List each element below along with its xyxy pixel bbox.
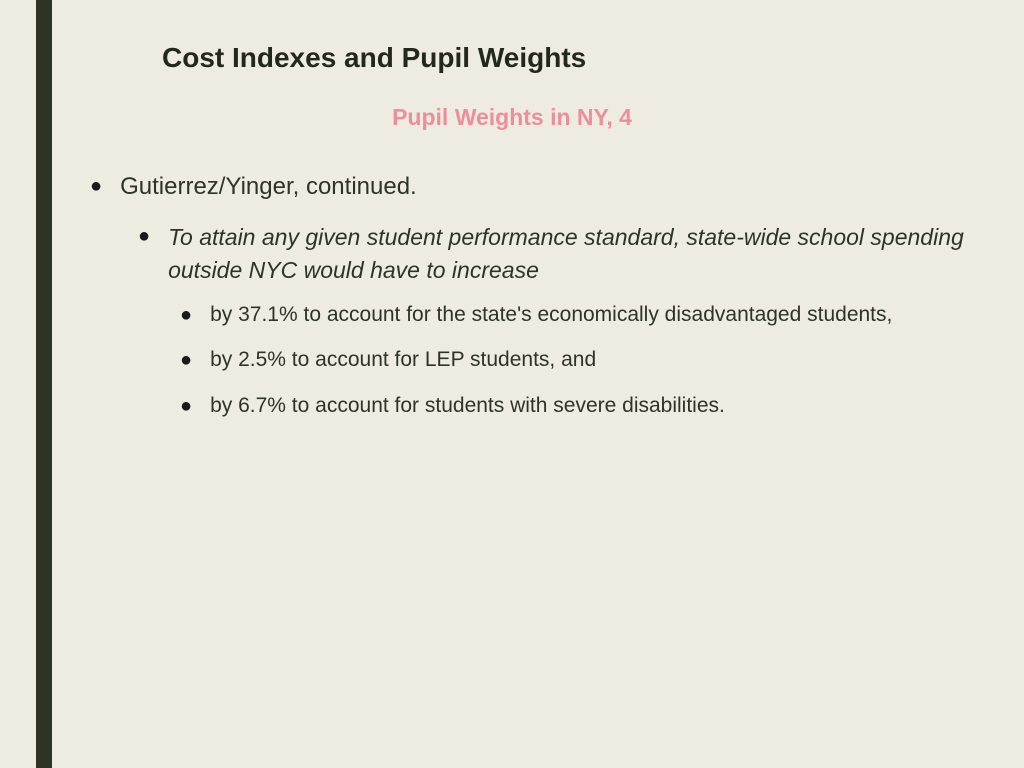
bullet-dot-icon: ● [138,226,150,285]
bullet-l1-text: Gutierrez/Yinger, continued. [120,171,417,203]
bullet-l3-text-2: by 6.7% to account for students with sev… [210,391,725,420]
bullet-level-1: ● Gutierrez/Yinger, continued. [90,171,1024,203]
slide-subtitle: Pupil Weights in NY, 4 [0,104,1024,131]
bullet-dot-icon: ● [90,176,102,203]
bullet-dot-icon: ● [180,305,192,329]
bullet-l3-text-0: by 37.1% to account for the state's econ… [210,300,892,329]
bullet-level-2: ● To attain any given student performanc… [138,221,994,285]
slide: Cost Indexes and Pupil Weights Pupil Wei… [0,0,1024,768]
slide-content: Cost Indexes and Pupil Weights Pupil Wei… [52,0,1024,768]
bullet-level-3: ● by 2.5% to account for LEP students, a… [180,345,994,374]
bullet-level-3: ● by 37.1% to account for the state's ec… [180,300,994,329]
bullet-level-3: ● by 6.7% to account for students with s… [180,391,994,420]
bullet-l2-text: To attain any given student performance … [168,221,994,285]
bullet-l3-text-1: by 2.5% to account for LEP students, and [210,345,596,374]
bullet-dot-icon: ● [180,350,192,374]
bullet-dot-icon: ● [180,396,192,420]
slide-title: Cost Indexes and Pupil Weights [162,42,1024,74]
